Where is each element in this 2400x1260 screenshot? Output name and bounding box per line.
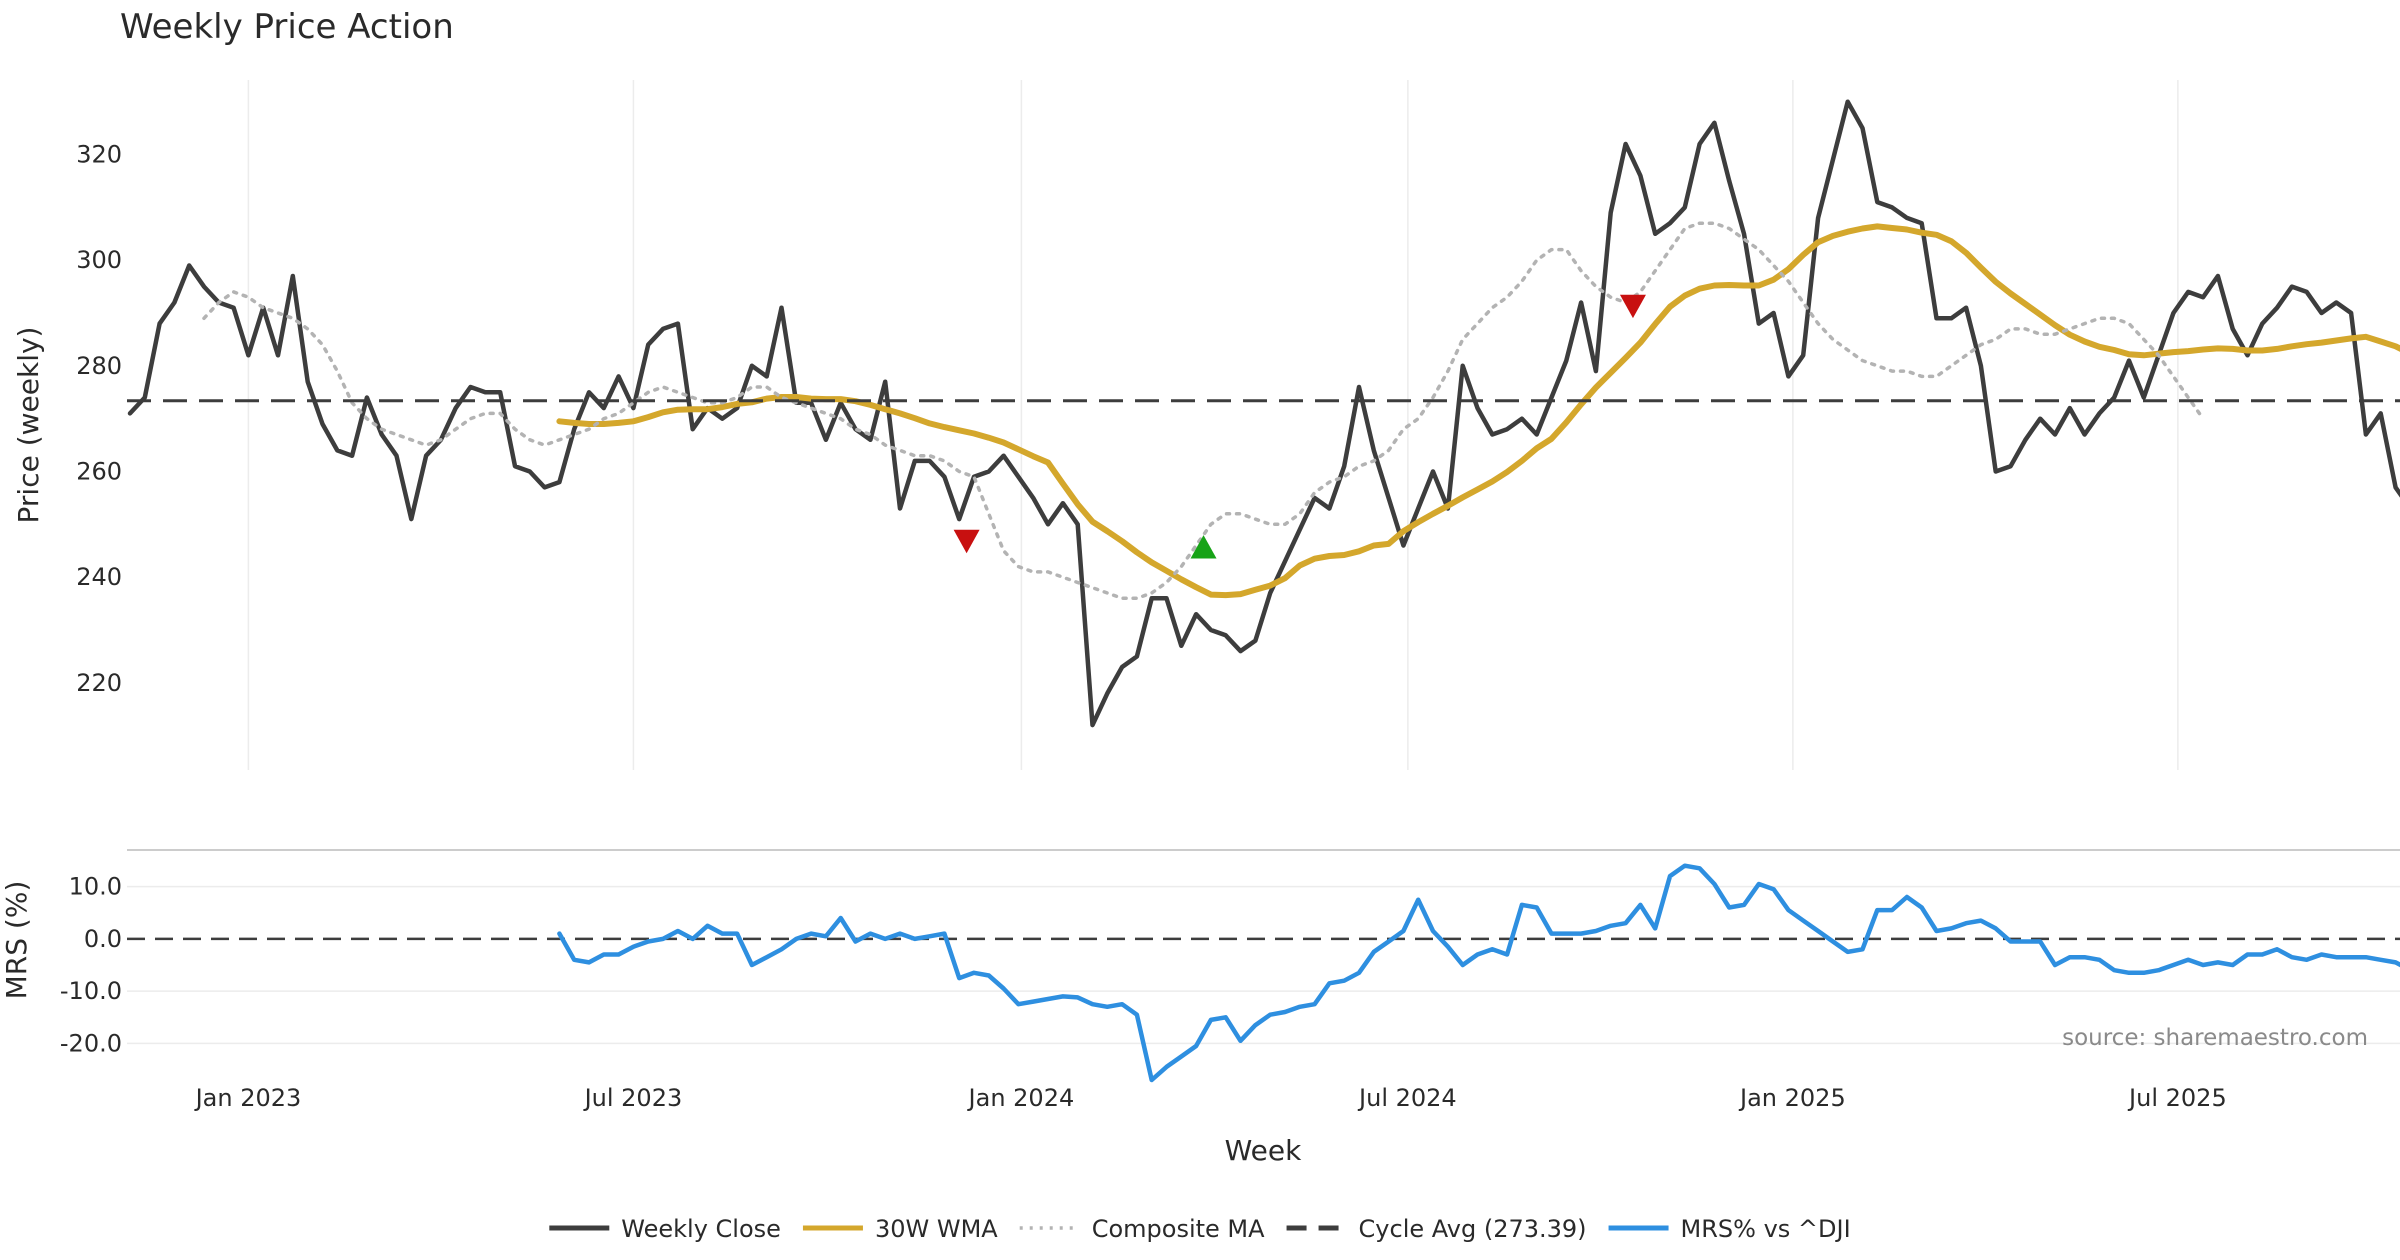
mrs-y-tick-label: -20.0 [60, 1029, 122, 1057]
x-tick-label: Jul 2023 [583, 1084, 683, 1112]
mrs-y-tick-label: 0.0 [84, 925, 122, 953]
x-tick-label: Jan 2025 [1738, 1084, 1846, 1112]
mrs-line [557, 863, 2400, 1083]
x-axis-ticks: Jan 2023 Jul 2023 Jan 2024 Jul 2024 Jan 2025… [194, 1084, 2227, 1112]
legend-label: Composite MA [1092, 1215, 1265, 1243]
price-y-tick-label: 320 [76, 141, 122, 169]
price-axis-title: Price (weekly) [12, 327, 45, 524]
weekly-close-line [127, 99, 2400, 728]
x-tick-label: Jul 2024 [1357, 1084, 1457, 1112]
chart-legend: Weekly Close 30W WMA Composite MA Cycle Avg… [549, 1215, 1851, 1243]
x-tick-label: Jan 2023 [194, 1084, 302, 1112]
price-y-tick-label: 220 [76, 669, 122, 697]
price-y-tick-label: 300 [76, 246, 122, 274]
price-y-tick-label: 280 [76, 352, 122, 380]
mrs-panel: 10.0 0.0 -10.0 -20.0 [60, 849, 2400, 1083]
source-note: source: sharemaestro.com [2062, 1025, 2368, 1051]
price-panel: 220 240 260 280 300 320 [76, 80, 2400, 770]
price-y-tick-label: 260 [76, 458, 122, 486]
30w-wma-line [556, 223, 2400, 599]
x-tick-label: Jan 2024 [967, 1084, 1075, 1112]
buy-signal-marker [1190, 535, 1217, 559]
legend-label: MRS% vs ^DJI [1681, 1215, 1851, 1243]
mrs-axis-title: MRS (%) [0, 881, 33, 1000]
legend-label: Cycle Avg (273.39) [1359, 1215, 1587, 1243]
legend-label: Weekly Close [621, 1215, 781, 1243]
x-tick-label: Jul 2025 [2127, 1084, 2227, 1112]
mrs-y-tick-label: 10.0 [69, 873, 122, 901]
sell-signal-marker [1619, 294, 1646, 319]
x-axis-title: Week [1225, 1134, 1302, 1167]
mrs-y-tick-label: -10.0 [60, 977, 122, 1005]
legend-label: 30W WMA [875, 1215, 998, 1243]
price-y-tick-label: 240 [76, 563, 122, 591]
chart-title: Weekly Price Action [120, 7, 454, 47]
sell-signal-marker [953, 529, 980, 554]
